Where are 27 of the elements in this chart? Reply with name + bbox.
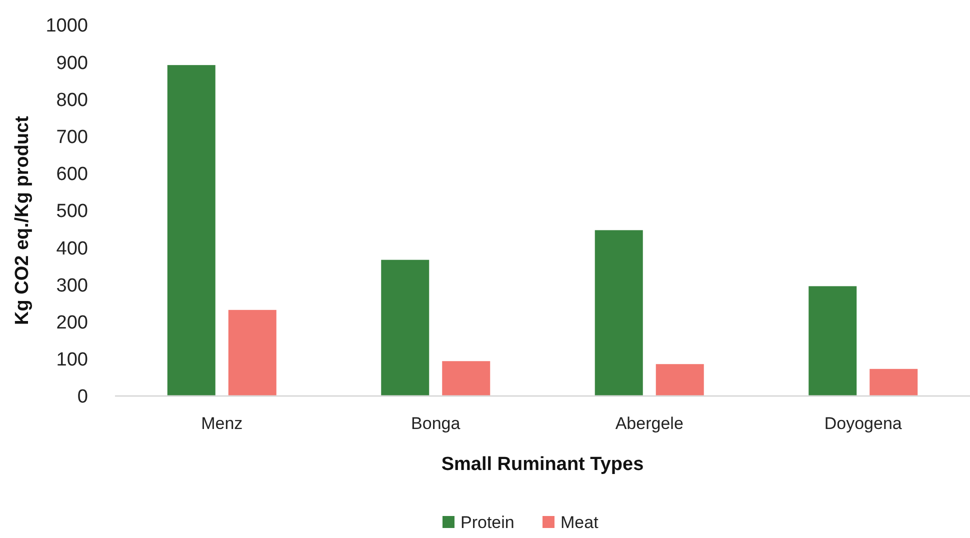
x-tick-label: Menz	[201, 414, 243, 433]
y-axis-title: Kg CO2 eq./Kg product	[12, 115, 33, 325]
bar	[870, 368, 918, 396]
y-tick-label: 0	[77, 386, 88, 408]
bar	[381, 260, 430, 396]
y-tick-label: 1000	[46, 16, 88, 37]
y-tick-label: 700	[56, 126, 88, 148]
y-tick-label: 900	[56, 52, 88, 74]
x-axis-title: Small Ruminant Types	[441, 454, 644, 475]
bar	[228, 310, 276, 396]
bar	[167, 65, 216, 396]
y-tick-label: 600	[56, 164, 88, 186]
x-tick-label: Bonga	[411, 414, 461, 433]
bar	[656, 364, 704, 396]
y-tick-label: 100	[56, 350, 88, 371]
x-tick-label: Doyogena	[824, 414, 902, 433]
y-tick-label: 200	[56, 312, 88, 334]
y-tick-label: 800	[56, 90, 88, 111]
x-tick-label: Abergele	[615, 414, 684, 433]
bar	[594, 230, 643, 396]
bar	[808, 286, 857, 396]
legend-label: Meat	[560, 513, 599, 532]
y-tick-label: 300	[56, 275, 88, 296]
y-tick-label: 400	[56, 238, 88, 260]
bar	[442, 361, 490, 396]
legend-label: Protein	[460, 513, 514, 532]
y-tick-label: 500	[56, 201, 88, 222]
